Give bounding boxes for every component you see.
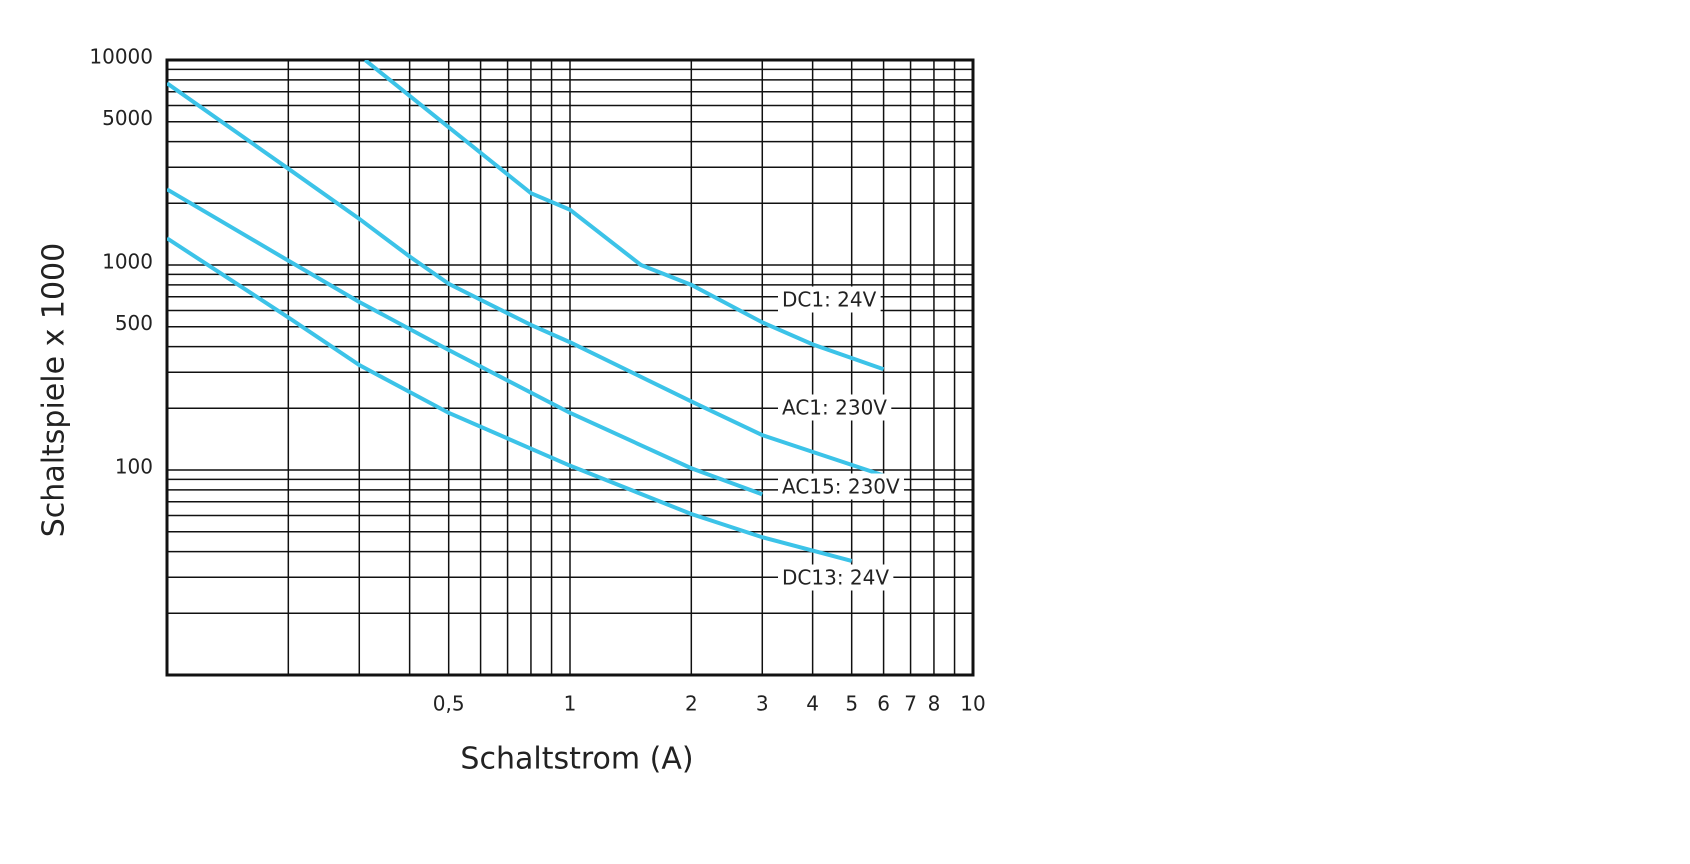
- x-tick-label: 8: [928, 692, 941, 716]
- x-tick-label: 7: [904, 692, 917, 716]
- series-line: [167, 236, 853, 563]
- series-line: [167, 187, 763, 497]
- series-label: AC15: 230V: [782, 475, 900, 499]
- x-tick-label: 6: [877, 692, 890, 716]
- y-tick-label: 10000: [89, 45, 153, 69]
- plot-frame: [165, 58, 975, 677]
- y-tick-label: 100: [115, 455, 153, 479]
- series-label: AC1: 230V: [782, 396, 887, 420]
- series-line: [167, 81, 885, 478]
- x-tick-label: 0,5: [433, 692, 465, 716]
- y-tick-label: 500: [115, 311, 153, 335]
- x-tick-label: 4: [806, 692, 819, 716]
- series-label-bg: [778, 473, 905, 500]
- series-label-bg: [778, 286, 881, 313]
- x-tick-label: 1: [564, 692, 577, 716]
- y-axis-label: Schaltspiele x 1000: [37, 243, 72, 537]
- x-tick-label: 10: [960, 692, 985, 716]
- x-tick-label: 3: [756, 692, 769, 716]
- series-label-bg: [778, 394, 892, 421]
- x-tick-label: 5: [845, 692, 858, 716]
- series-label: DC13: 24V: [782, 566, 889, 590]
- series-label-bg: [778, 564, 894, 591]
- x-axis-label: Schaltstrom (A): [460, 742, 693, 777]
- series-label: DC1: 24V: [782, 288, 877, 312]
- series-line: [363, 60, 885, 372]
- y-tick-label: 5000: [102, 106, 153, 130]
- y-tick-label: 1000: [102, 250, 153, 274]
- x-tick-label: 2: [685, 692, 698, 716]
